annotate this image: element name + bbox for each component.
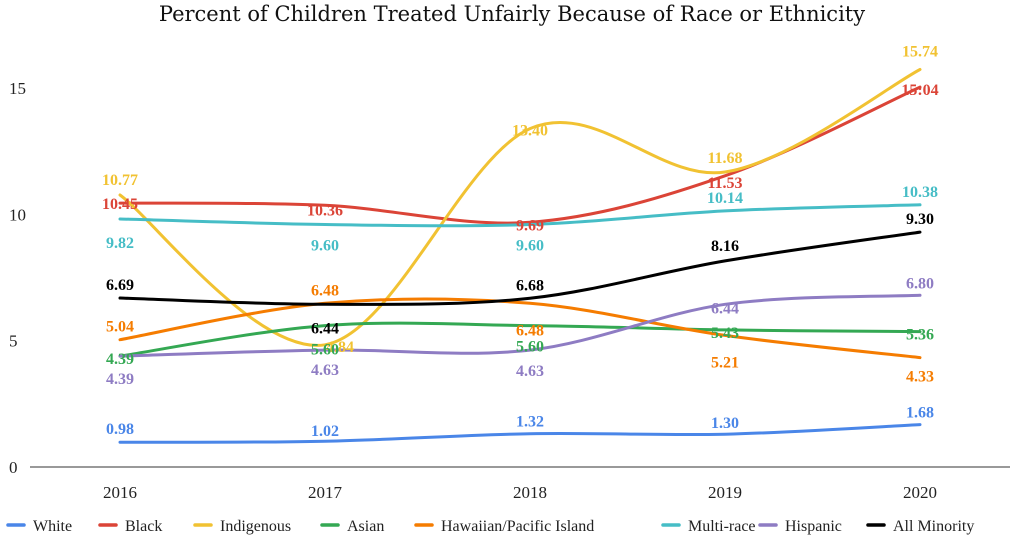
data-label: 5.60 [516, 339, 544, 356]
data-label: 4.39 [106, 371, 134, 388]
data-label: 9.82 [106, 235, 134, 252]
x-tick-label: 2017 [308, 483, 343, 502]
data-label: 11.68 [707, 150, 742, 167]
data-label: 1.68 [906, 405, 934, 422]
x-axis-ticks: 2016 2017 2018 2019 2020 [103, 483, 937, 502]
data-label: 9.60 [311, 238, 339, 255]
data-label: 5.04 [106, 319, 134, 336]
data-label: 6.68 [516, 277, 544, 294]
data-label: 13.40 [512, 123, 548, 140]
data-label: 1.32 [516, 414, 544, 431]
series-line-white [118, 423, 922, 444]
chart-title: Percent of Children Treated Unfairly Bec… [159, 2, 865, 26]
x-tick-label: 2020 [903, 483, 937, 502]
legend-label: Hawaiian/Pacific Island [441, 518, 594, 535]
data-label: 5.60 [311, 342, 339, 359]
data-label: 10.38 [902, 184, 938, 201]
x-tick-label: 2019 [708, 483, 742, 502]
data-label: 10.36 [307, 202, 343, 219]
series-line-hawaiian-pacific-island [118, 297, 922, 360]
data-label: 10.14 [707, 190, 743, 207]
data-label: 11.53 [707, 175, 742, 192]
data-label: 6.44 [311, 320, 339, 337]
data-label: 4.39 [106, 351, 134, 368]
y-tick-label: 15 [9, 79, 26, 98]
legend-label: All Minority [893, 518, 974, 535]
data-label: 15.74 [902, 43, 938, 60]
data-label: 15:04 [901, 82, 938, 99]
y-tick-label: 0 [9, 458, 18, 477]
series-line-multi-race [118, 203, 922, 228]
data-label: 6.80 [906, 275, 934, 292]
data-label: 1.30 [711, 415, 739, 432]
legend-label: Multi-race [688, 518, 756, 535]
data-label: 5.36 [906, 327, 934, 344]
data-label: 1.02 [311, 423, 339, 440]
series-line-black [118, 85, 922, 225]
data-label: 4.84 [326, 339, 354, 356]
y-axis-ticks: 0 5 10 15 [9, 79, 26, 477]
data-label: 5.43 [711, 325, 739, 342]
data-label: 4.33 [906, 369, 934, 386]
data-label: 9.30 [906, 211, 934, 228]
legend-label: Indigenous [220, 518, 291, 535]
data-label: 9.60 [516, 238, 544, 255]
series-lines [118, 68, 922, 444]
legend-label: White [33, 518, 72, 535]
series-line-all-minority [118, 230, 922, 306]
y-tick-label: 5 [9, 332, 18, 351]
data-label: 10.45 [102, 196, 138, 213]
legend: White Black Indigenous Asian Hawaiian/Pacifi… [6, 518, 974, 535]
data-label: 10.77 [102, 172, 138, 189]
series-line-indigenous [118, 68, 922, 347]
x-tick-label: 2018 [513, 483, 547, 502]
y-tick-label: 10 [9, 205, 26, 224]
data-label: 9.69 [516, 217, 544, 234]
legend-label: Hispanic [785, 518, 842, 535]
data-label: 6.69 [106, 277, 134, 294]
legend-label: Asian [347, 518, 384, 535]
data-label: 6.48 [311, 282, 339, 299]
data-label: 4.63 [311, 362, 339, 379]
x-tick-label: 2016 [103, 483, 137, 502]
data-label: 8.16 [711, 238, 739, 255]
data-label: 6.48 [516, 322, 544, 339]
legend-label: Black [125, 518, 162, 535]
series-line-asian [118, 321, 922, 358]
data-label: 0.98 [106, 421, 134, 438]
series-line-hispanic [118, 293, 922, 358]
data-label: 4.63 [516, 363, 544, 380]
data-label: 6.44 [711, 300, 739, 317]
data-label: 5.21 [711, 354, 739, 371]
